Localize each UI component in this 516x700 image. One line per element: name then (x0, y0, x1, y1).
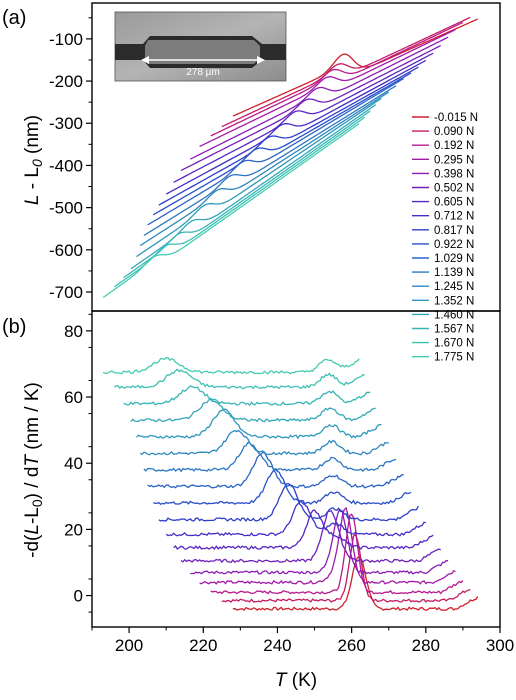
legend-label: 1.567 N (434, 324, 474, 336)
x-tick-label: 220 (189, 636, 217, 655)
x-tick-label: 200 (115, 636, 143, 655)
series-a-line (139, 91, 390, 247)
series-a-line (136, 97, 382, 258)
legend-label: 1.460 N (434, 309, 474, 321)
y-tick-label-a: -300 (49, 114, 83, 133)
inset-scale-label: 278 µm (186, 67, 220, 78)
series-b-line (153, 468, 412, 506)
legend-label: 0.712 N (434, 211, 474, 223)
series-b-line (210, 513, 464, 595)
series-a-line (173, 52, 434, 183)
series-b-line (143, 441, 397, 473)
series-a-line (102, 123, 360, 299)
panel-label-a: (a) (2, 7, 26, 29)
y-axis-label-a: L - L0 (nm) (22, 115, 45, 205)
legend-label: 0.192 N (434, 140, 474, 152)
series-b-line (130, 398, 376, 423)
y-tick-label-b: 60 (64, 388, 83, 407)
series-a-line (199, 29, 456, 148)
legend-label: 1.029 N (434, 253, 474, 265)
series-b-line (158, 483, 419, 522)
legend-label: 0.295 N (434, 154, 474, 166)
series-b-line (232, 555, 479, 612)
y-tick-label-a: -700 (49, 283, 83, 302)
legend-label: 0.090 N (434, 126, 474, 138)
inset-micrograph: 278 µm (114, 11, 287, 82)
legend-label: 1.139 N (434, 267, 474, 279)
series-a-line (232, 18, 478, 117)
legend-label: 0.605 N (434, 197, 474, 209)
x-axis-label: T (K) (275, 670, 317, 691)
y-tick-label-b: 0 (74, 587, 83, 606)
series-b-line (221, 533, 471, 603)
legend: -0.015 N 0.090 N 0.192 N 0.295 N 0.398 N 0.50… (412, 112, 478, 364)
curves-b (102, 357, 479, 612)
series-a-line (190, 36, 449, 160)
legend-label: 1.245 N (434, 281, 474, 293)
inset-sample-face (145, 40, 260, 64)
y-tick-label-a: -600 (49, 241, 83, 260)
series-b-line (123, 385, 371, 407)
y-tick-label-b: 20 (64, 520, 83, 539)
x-tick-label: 300 (486, 636, 514, 655)
y-axis-label-b: -d(L-L0) / dT (nm / K) (22, 382, 45, 558)
legend-label: 0.502 N (434, 183, 474, 195)
y-tick-label-b: 80 (64, 322, 83, 341)
series-b-line (190, 509, 449, 575)
series-a-line (143, 85, 397, 237)
x-tick-label: 240 (263, 636, 291, 655)
y-tick-label-b: 40 (64, 454, 83, 473)
series-b-line (165, 499, 426, 537)
series-a-line (165, 59, 427, 195)
series-b-line (139, 429, 389, 456)
x-tick-label: 260 (337, 636, 365, 655)
curves-a (102, 16, 478, 299)
ticks: 200 220 240 260 280 300-700-600-500-400-300-2… (49, 17, 514, 655)
x-tick-label: 280 (412, 636, 440, 655)
series-a-line (113, 116, 365, 288)
series-b-line (173, 509, 434, 551)
legend-label: 1.352 N (434, 295, 474, 307)
series-a-line (221, 16, 471, 128)
series-a-line (152, 72, 412, 216)
legend-label: -0.015 N (434, 112, 478, 124)
series-b-line (180, 510, 441, 564)
series-b-line (113, 368, 365, 390)
legend-label: 0.398 N (434, 168, 474, 180)
series-a-line (180, 45, 442, 172)
legend-label: 1.670 N (434, 338, 474, 350)
legend-label: 0.817 N (434, 225, 474, 237)
legend-label: 0.922 N (434, 239, 474, 251)
plot-frame-b (91, 310, 501, 628)
y-tick-label-a: -500 (49, 199, 83, 218)
y-tick-label-a: -200 (49, 72, 83, 91)
series-b-line (102, 357, 360, 375)
y-tick-label-a: -100 (49, 30, 83, 49)
legend-label: 1.775 N (434, 352, 474, 364)
y-tick-label-a: -400 (49, 156, 83, 175)
series-b-line (136, 408, 382, 440)
series-a-line (158, 66, 419, 206)
series-a-line (210, 21, 464, 137)
inset-arrowhead-right (257, 56, 265, 64)
series-a-line (147, 77, 404, 226)
panel-label-b: (b) (2, 316, 26, 338)
inset-arrowhead-left (141, 56, 149, 64)
series-b-line (199, 506, 456, 585)
series-b-line (147, 451, 404, 489)
